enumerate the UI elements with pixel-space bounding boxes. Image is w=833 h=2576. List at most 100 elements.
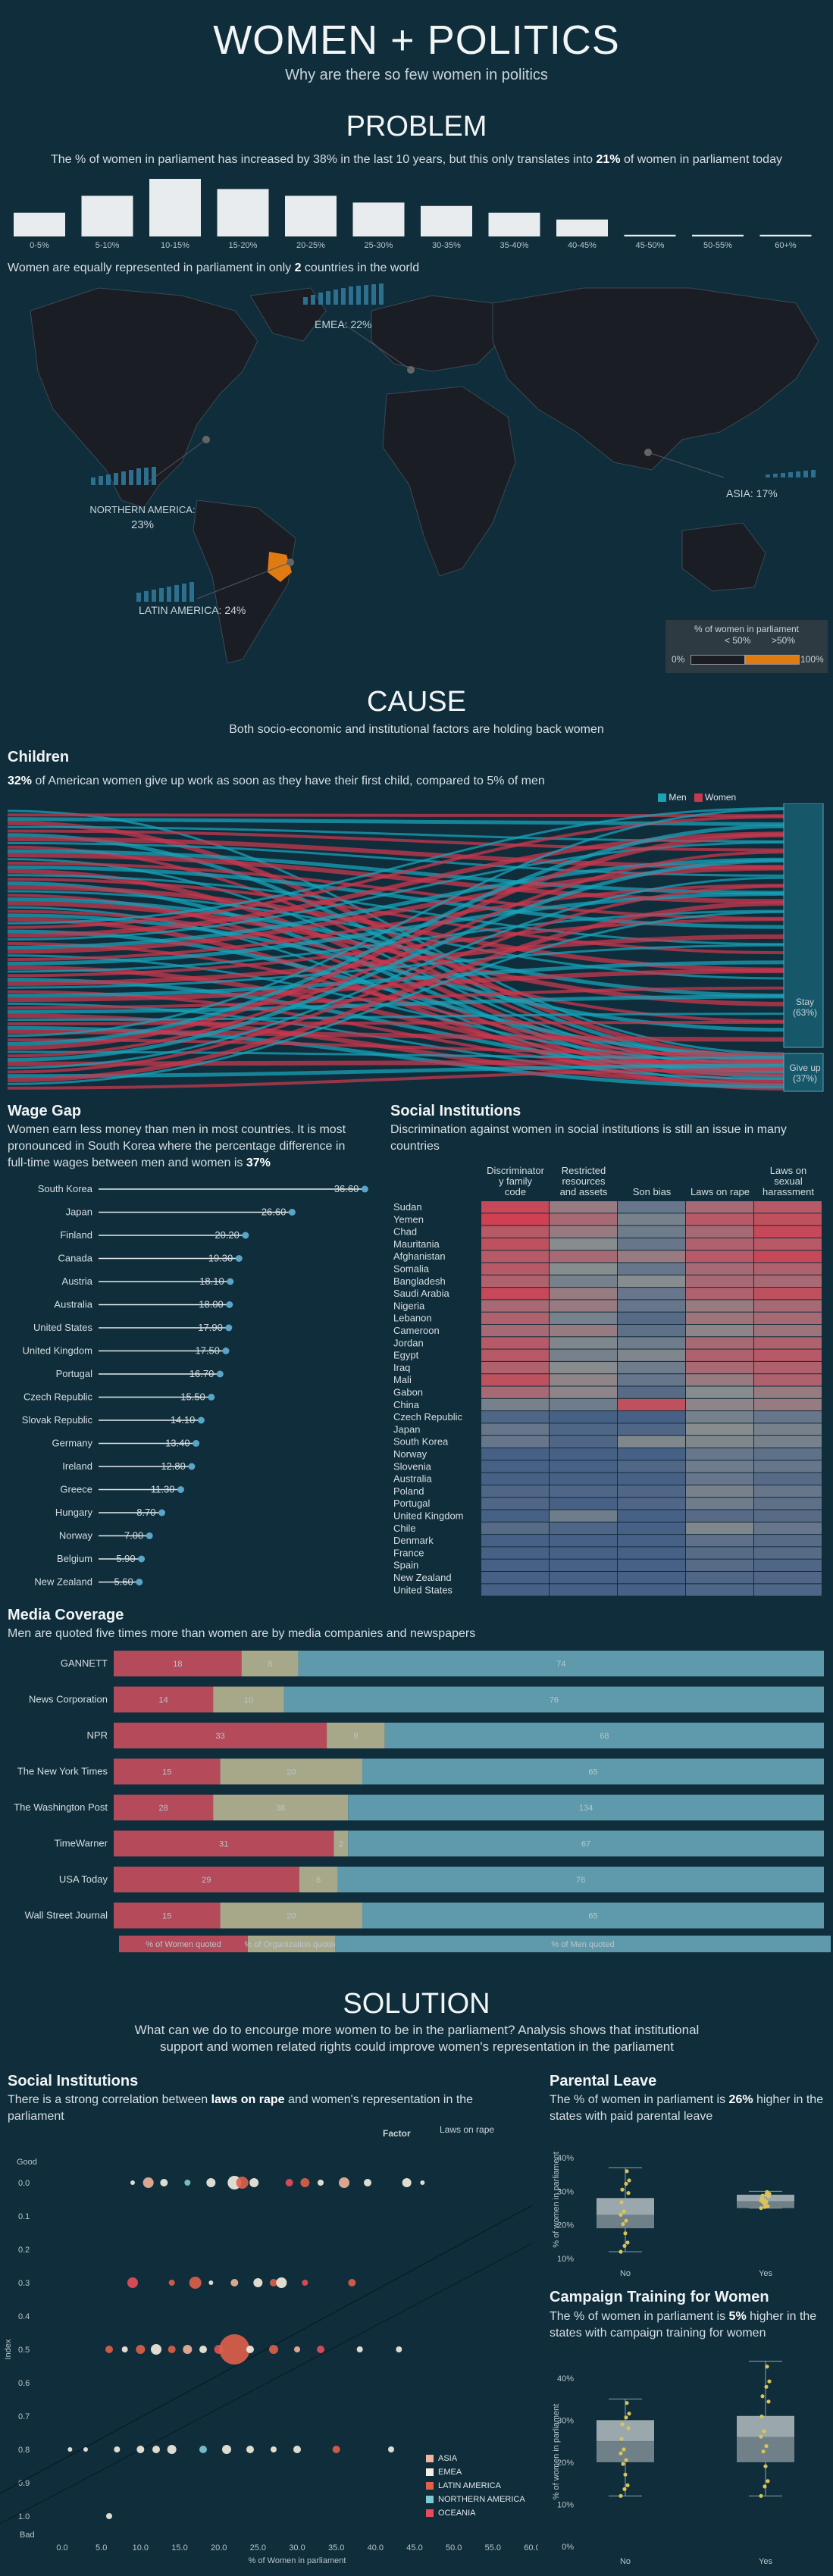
heat-row-label: China [393, 1399, 420, 1410]
heat-row-label: Afghanistan [393, 1250, 446, 1262]
label-emea: EMEA: 22% [315, 318, 372, 330]
heat-cell [754, 1547, 822, 1559]
heat-cell [481, 1498, 549, 1510]
media-segment [283, 1686, 824, 1713]
heat-cell [754, 1288, 822, 1300]
heat-cell [481, 1337, 549, 1349]
heat-cell [550, 1572, 617, 1584]
scatter-point [271, 2446, 277, 2452]
heat-col-label: harassment [763, 1186, 814, 1197]
box-ylabel: % of women in parliament [552, 2404, 561, 2500]
dist-bar [149, 179, 201, 236]
media-segment [327, 1723, 385, 1748]
giveup-node [783, 1053, 824, 1092]
heat-cell [618, 1225, 685, 1238]
heat-col-label: Laws on [770, 1165, 806, 1176]
scatter-point [199, 2346, 207, 2353]
north-america-shape [30, 287, 258, 509]
wage-dot [361, 1185, 368, 1193]
heat-cell [481, 1572, 549, 1584]
scatter-ytick: 0.7 [18, 2412, 30, 2421]
media-value: 18 [173, 1660, 182, 1669]
dist-bar [217, 189, 269, 236]
box-point [626, 2426, 631, 2430]
problem-text: The % of women in parliament has increas… [51, 153, 782, 166]
media-title: Media Coverage [8, 1607, 124, 1623]
media-segment [362, 1758, 824, 1785]
media-segment [298, 1651, 824, 1676]
heat-cell [550, 1337, 617, 1349]
heat-cell [686, 1386, 753, 1398]
scatter-xlabel: % of Women in parliament [249, 2556, 346, 2565]
wage-value: 18.10 [199, 1275, 224, 1287]
heat-cell [754, 1225, 822, 1238]
dist-bar [556, 219, 608, 236]
media-segment [348, 1795, 825, 1820]
wage-country: Japan [66, 1207, 92, 1218]
heat-cell [686, 1213, 753, 1225]
box-point [622, 2487, 627, 2491]
dist-tick: 35-40% [500, 241, 529, 250]
heat-cell [686, 1349, 753, 1361]
heat-cell [686, 1312, 753, 1324]
box-point [625, 2483, 630, 2487]
heat-cell [754, 1498, 822, 1510]
heat-cell [550, 1535, 617, 1547]
box-point [764, 2443, 769, 2449]
heat-cell [550, 1325, 617, 1337]
box-point [766, 2479, 770, 2484]
heat-row-label: Mauritania [393, 1238, 440, 1250]
dist-bar [421, 205, 472, 236]
heat-cell [618, 1250, 685, 1263]
media-segment [114, 1651, 242, 1676]
box-point [624, 2415, 628, 2420]
scatter-ytick: 0.1 [18, 2212, 30, 2221]
sankey-flow [8, 1038, 784, 1056]
wage-country: Austria [62, 1275, 93, 1287]
solution-text: What can we do to encourge more women to… [134, 2023, 700, 2054]
heat-cell [618, 1547, 685, 1559]
dist-tick: 10-15% [161, 241, 189, 250]
box-point [627, 2178, 631, 2183]
heat-cell [550, 1485, 617, 1498]
heat-cell [550, 1225, 617, 1238]
heat-cell [550, 1411, 617, 1423]
box-point [765, 2365, 769, 2369]
scatter-point [276, 2277, 287, 2288]
media-value: 15 [162, 1912, 171, 1921]
scatter-point [121, 2346, 128, 2352]
heat-cell [481, 1374, 549, 1386]
sankey-flow [8, 969, 784, 1003]
children-text: 32% of American women give up work as so… [8, 775, 545, 787]
scatter-ytick: 0.8 [18, 2446, 30, 2455]
scatter-point [136, 2345, 146, 2354]
scatter-point [249, 2178, 259, 2187]
sankey-flow [8, 884, 784, 1074]
heat-cell [550, 1386, 617, 1398]
world-map[interactable] [8, 280, 833, 678]
box-point [625, 2240, 630, 2245]
factor-value[interactable]: Laws on rape [440, 2124, 495, 2135]
heat-col-label: Discriminator [487, 1165, 545, 1176]
heat-row-label: Australia [393, 1473, 432, 1485]
sankey-flow [8, 1050, 784, 1060]
sankey-flow [8, 1060, 784, 1066]
heat-cell [550, 1559, 617, 1571]
heat-cell [481, 1435, 549, 1448]
heat-cell [481, 1275, 549, 1288]
scatter-point [167, 2445, 177, 2454]
heat-cell [550, 1288, 617, 1300]
wage-dot [177, 1486, 184, 1493]
media-value: 76 [576, 1876, 585, 1885]
scatter-ytick: 0.0 [18, 2179, 30, 2188]
box-upper [737, 2415, 794, 2437]
heat-cell [481, 1535, 549, 1547]
media-company: USA Today [59, 1873, 108, 1885]
sankey-flow [8, 910, 784, 1085]
media-legend-label: % of Women quoted [146, 1940, 221, 1949]
heat-cell [754, 1300, 822, 1312]
heat-cell [550, 1312, 617, 1324]
media-segment [220, 1902, 362, 1929]
scatter-point [219, 2334, 250, 2365]
heat-cell [481, 1201, 549, 1213]
